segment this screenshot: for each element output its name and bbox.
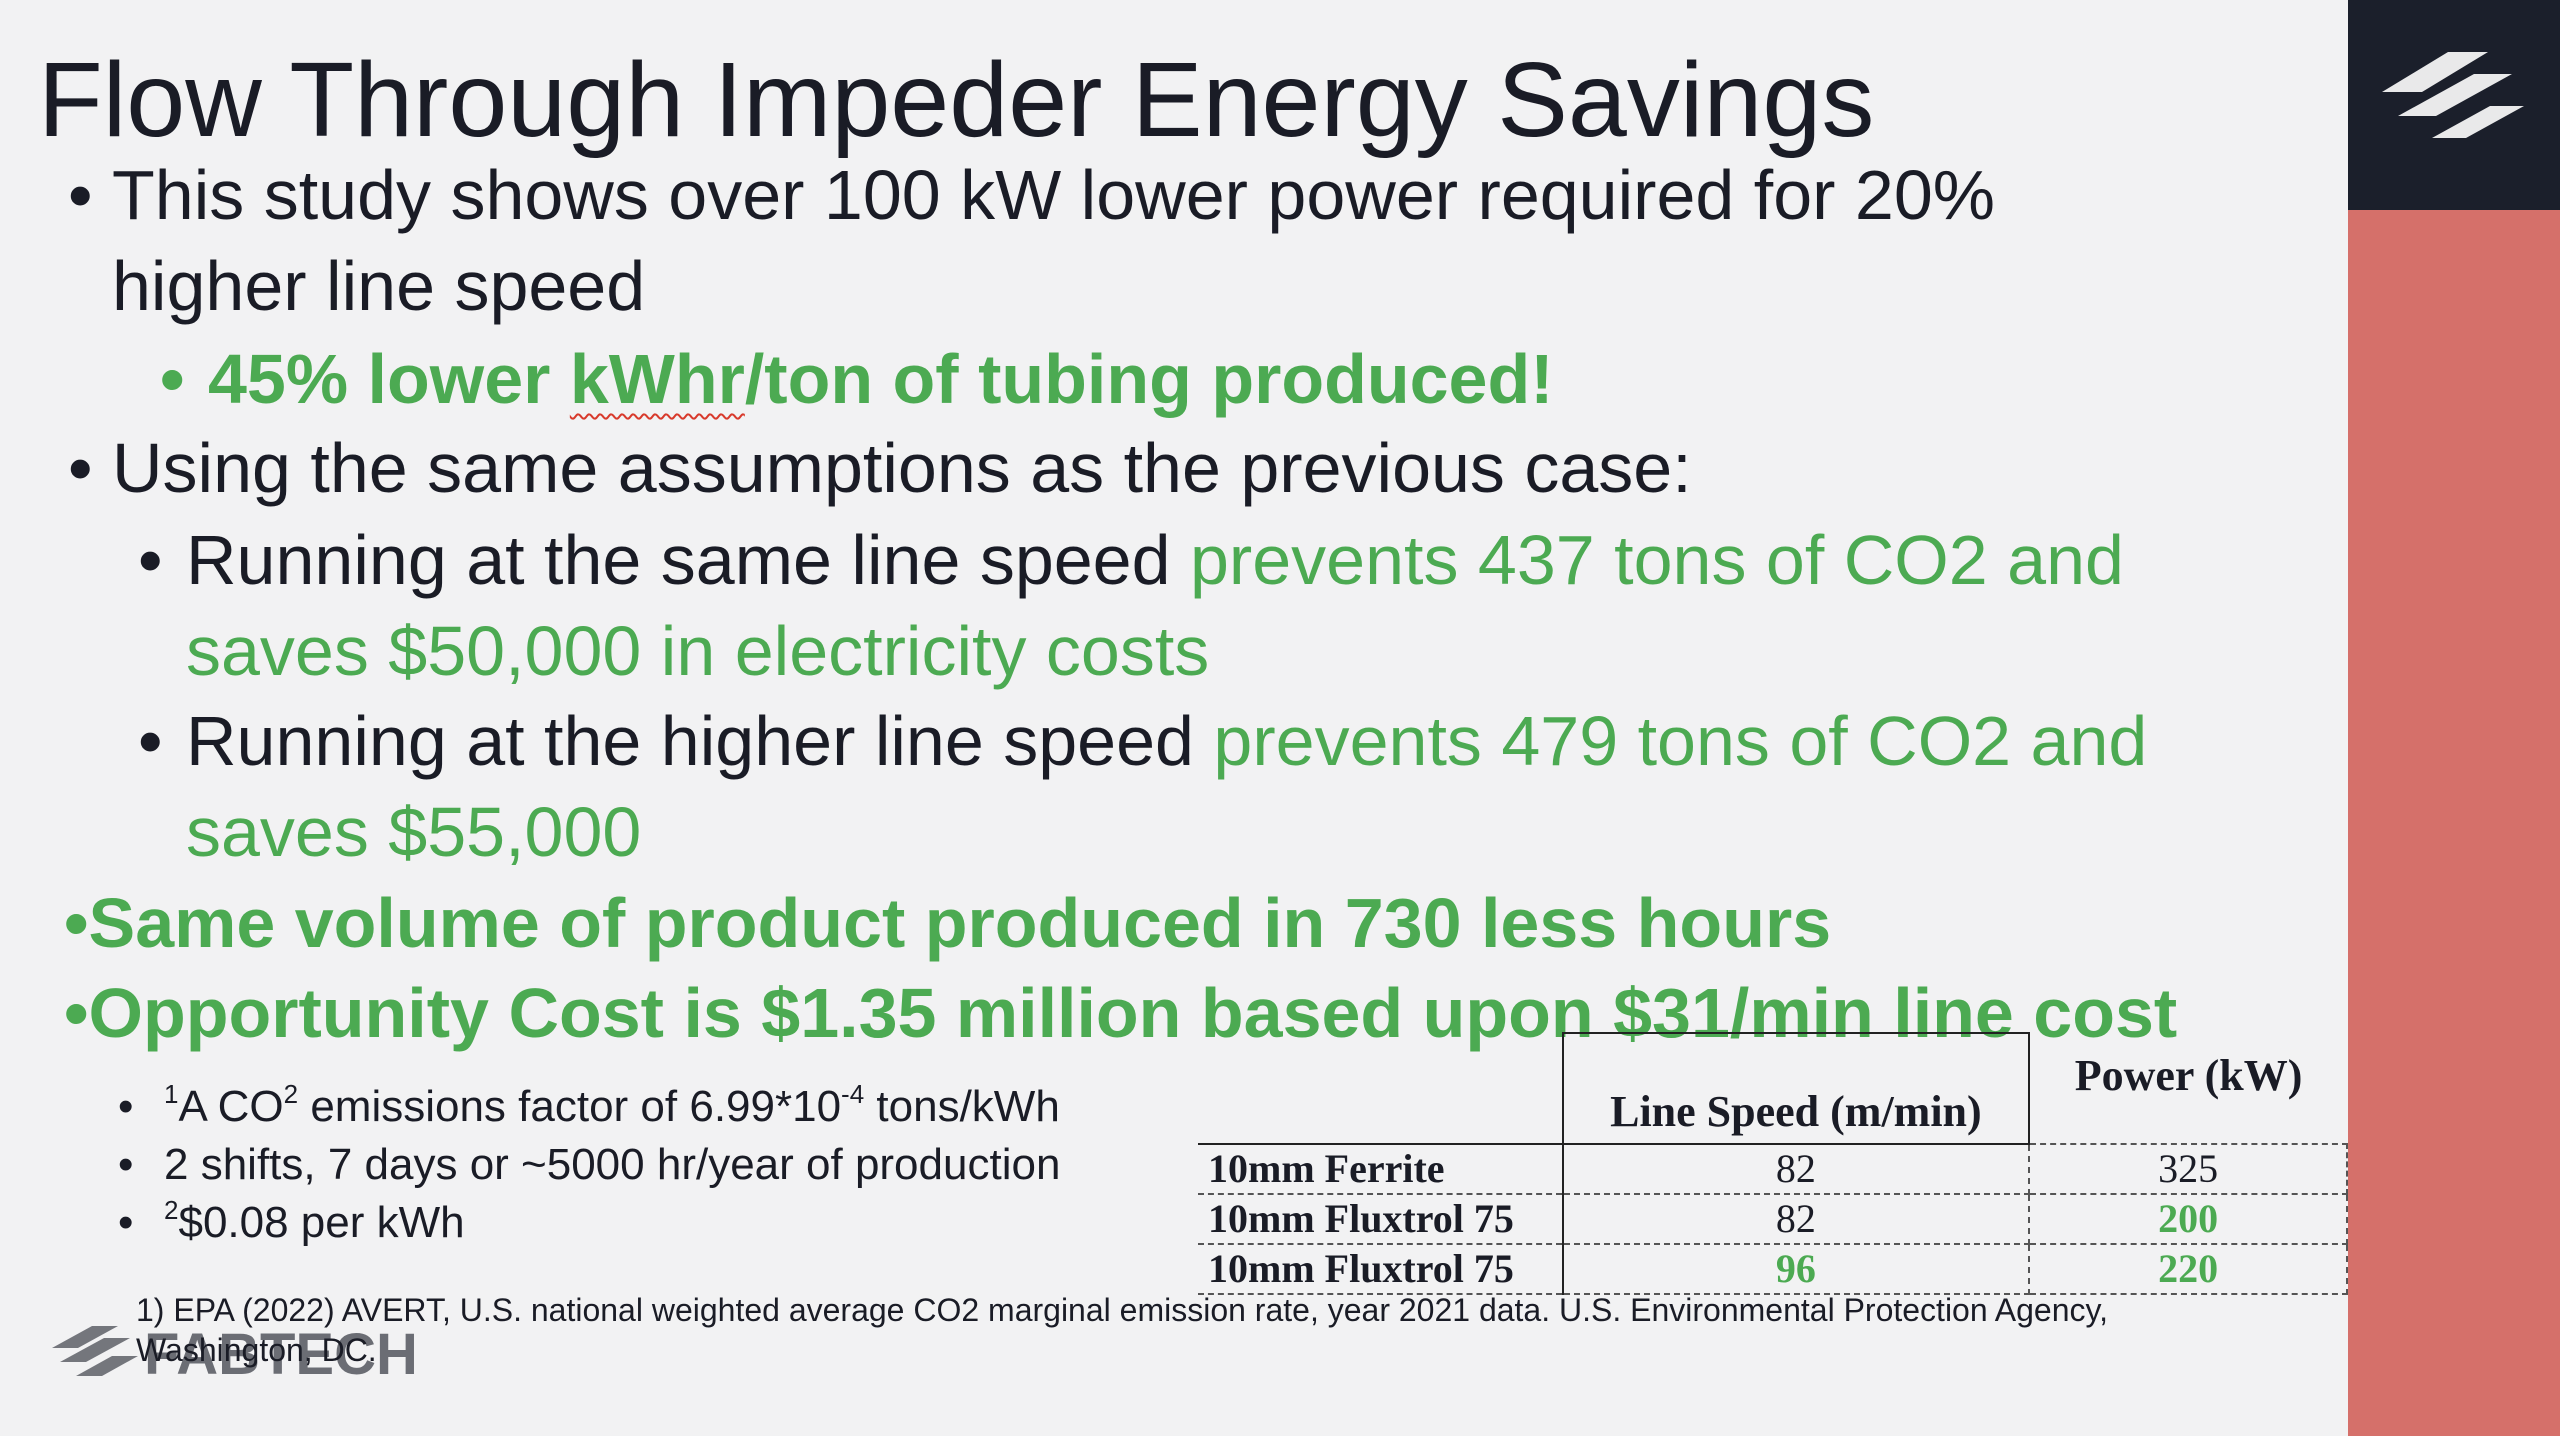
table-cell-power: 325 bbox=[2029, 1143, 2348, 1195]
bullet-hours-saved: •Same volume of product produced in 730 … bbox=[64, 884, 1832, 962]
table-cell-speed: 96 bbox=[1561, 1244, 2031, 1295]
assumption-text: $0.08 per kWh bbox=[178, 1198, 465, 1247]
table-row: 10mm Ferrite 82 325 bbox=[1198, 1143, 2348, 1195]
bullet-assumptions-text: Using the same assumptions as the previo… bbox=[112, 429, 1692, 507]
table-cell-power: 220 bbox=[2029, 1244, 2348, 1295]
fabtech-logo-text: FABTECH bbox=[144, 1322, 418, 1387]
table-header-power: Power (kW) bbox=[2074, 1051, 2303, 1100]
assumption-text: tons/kWh bbox=[864, 1082, 1060, 1131]
bullet-dot: • bbox=[160, 340, 185, 418]
bullet-kwhr-post: /ton of tubing produced! bbox=[744, 340, 1554, 418]
bullet-same-speed-black: Running at the same line speed bbox=[186, 521, 1190, 599]
superscript: 2 bbox=[283, 1079, 299, 1109]
footnote-ref: 1 bbox=[164, 1079, 179, 1109]
brand-mark-icon bbox=[2382, 52, 2524, 138]
spellcheck-flagged-word: kWhr bbox=[569, 340, 745, 418]
bullet-kwhr-pre: 45% lower bbox=[208, 340, 570, 418]
bullet-dot: • bbox=[118, 1198, 134, 1247]
assumption-text: A CO bbox=[178, 1082, 284, 1131]
table-cell-power: 200 bbox=[2029, 1194, 2348, 1245]
bullet-higher-speed-green1: prevents 479 tons of CO2 and bbox=[1213, 702, 2148, 780]
bullet-dot: • bbox=[138, 521, 163, 599]
citation-footnote: 1) EPA (2022) AVERT, U.S. national weigh… bbox=[136, 1292, 2109, 1368]
table-header-line-speed: Line Speed (m/min) bbox=[1561, 1032, 2031, 1145]
assumption-text: 2 shifts, 7 days or ~5000 hr/year of pro… bbox=[164, 1140, 1061, 1189]
table-cell-speed: 82 bbox=[1561, 1194, 2031, 1245]
bullet-dot: • bbox=[68, 429, 93, 507]
bullet-study-line2: higher line speed bbox=[112, 247, 646, 325]
table-cell-speed: 82 bbox=[1561, 1143, 2031, 1195]
table-row-label: 10mm Fluxtrol 75 bbox=[1198, 1194, 1563, 1245]
superscript: -4 bbox=[841, 1079, 865, 1109]
table-row: 10mm Fluxtrol 75 96 220 bbox=[1198, 1244, 2348, 1295]
bullet-dot: • bbox=[118, 1082, 134, 1131]
table-header-empty bbox=[1198, 1033, 1563, 1144]
bullet-dot: • bbox=[138, 702, 163, 780]
bullet-dot: • bbox=[118, 1140, 134, 1189]
table-row-label: 10mm Fluxtrol 75 bbox=[1198, 1244, 1563, 1295]
table-row-label: 10mm Ferrite bbox=[1198, 1143, 1563, 1195]
side-rail-accent bbox=[2348, 210, 2560, 1436]
bullet-higher-speed-green2: saves $55,000 bbox=[186, 793, 642, 871]
assumption-text: emissions factor of 6.99*10 bbox=[298, 1082, 842, 1131]
bullet-same-speed-green2: saves $50,000 in electricity costs bbox=[186, 612, 1210, 690]
bullet-dot: • bbox=[68, 156, 93, 234]
comparison-table: Line Speed (m/min) Power (kW) 10mm Ferri… bbox=[1198, 1032, 2348, 1295]
slide: Flow Through Impeder Energy Savings • Th… bbox=[38, 41, 2348, 1387]
slide-title: Flow Through Impeder Energy Savings bbox=[38, 41, 1875, 159]
fabtech-logo: FABTECH bbox=[52, 1322, 418, 1387]
bullet-same-speed-green1: prevents 437 tons of CO2 and bbox=[1190, 521, 2124, 599]
bullet-study-line1: This study shows over 100 kW lower power… bbox=[112, 156, 1996, 234]
table-row: 10mm Fluxtrol 75 82 200 bbox=[1198, 1194, 2348, 1245]
footnote-ref: 2 bbox=[164, 1195, 179, 1225]
bullet-higher-speed-black: Running at the higher line speed bbox=[186, 702, 1214, 780]
table-header-row: Line Speed (m/min) Power (kW) bbox=[1198, 1032, 2347, 1145]
